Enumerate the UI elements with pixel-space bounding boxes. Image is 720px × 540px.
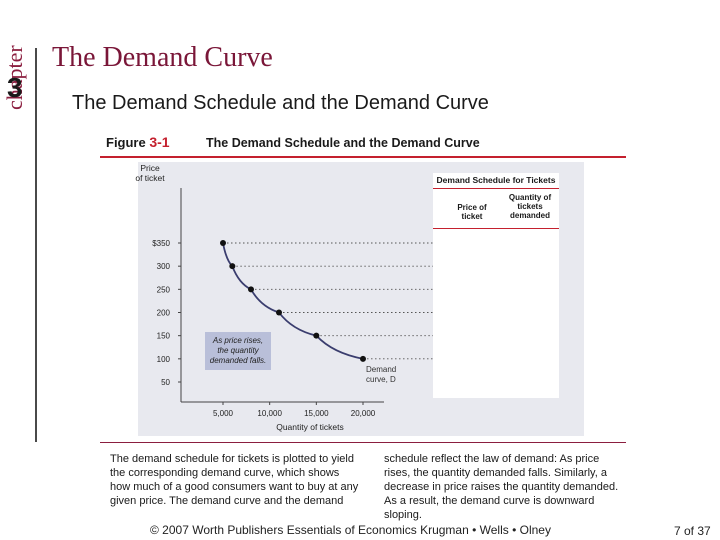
y-tick-label-150: 150 xyxy=(157,332,171,341)
annotation-line-2: demanded falls. xyxy=(210,356,266,365)
y-axis-label-line2: of ticket xyxy=(135,173,165,183)
footer-credit: © 2007 Worth Publishers Essentials of Ec… xyxy=(150,523,551,537)
figure-label: Figure 3-1 xyxy=(106,134,170,150)
y-tick-label-100: 100 xyxy=(157,355,171,364)
curve-label-line2: curve, D xyxy=(366,375,396,384)
data-point-4 xyxy=(313,332,320,339)
chapter-number: 3 xyxy=(7,72,23,103)
page-number: 7 of 37 xyxy=(674,524,711,538)
data-point-3 xyxy=(276,309,282,316)
y-axis-label: Price xyxy=(140,163,160,173)
caption-left: The demand schedule for tickets is plott… xyxy=(110,453,359,507)
x-tick-label-5000: 5,000 xyxy=(213,409,234,418)
demand-schedule-table: Demand Schedule for Tickets Price of tic… xyxy=(433,173,559,398)
schedule-col-quantity: Quantity of tickets demanded xyxy=(508,193,552,220)
figure-number: 3-1 xyxy=(149,134,170,150)
figure-title: The Demand Schedule and the Demand Curve xyxy=(206,136,480,150)
x-axis-label: Quantity of tickets xyxy=(276,422,344,432)
y-tick-label-200: 200 xyxy=(157,309,171,318)
schedule-rule-top xyxy=(433,188,559,189)
data-point-5 xyxy=(360,355,366,362)
schedule-rule-header xyxy=(433,228,559,229)
y-tick-label-50: 50 xyxy=(161,378,170,387)
y-tick-label-300: 300 xyxy=(157,262,171,271)
figure-rule xyxy=(100,156,626,158)
data-point-0 xyxy=(220,240,226,246)
data-point-1 xyxy=(229,263,236,270)
schedule-col-price: Price of ticket xyxy=(457,203,487,221)
data-point-2 xyxy=(248,286,254,293)
annotation-box xyxy=(205,332,271,370)
slide-title: The Demand Curve xyxy=(52,42,273,73)
x-tick-label-15000: 15,000 xyxy=(304,409,329,418)
annotation-line-1: the quantity xyxy=(217,346,259,355)
curve-label: Demand xyxy=(366,365,396,374)
x-tick-label-10000: 10,000 xyxy=(257,409,282,418)
slide-subtitle: The Demand Schedule and the Demand Curve xyxy=(72,92,489,114)
figure-word: Figure xyxy=(106,135,146,150)
divider-line xyxy=(35,48,37,442)
caption-rule xyxy=(100,442,626,443)
caption-right: schedule reflect the law of demand: As p… xyxy=(384,453,619,521)
y-tick-label-250: 250 xyxy=(157,285,171,294)
annotation-line-0: As price rises, xyxy=(212,336,263,345)
schedule-title: Demand Schedule for Tickets xyxy=(436,175,556,185)
x-tick-label-20000: 20,000 xyxy=(351,409,376,418)
y-tick-label-350: $350 xyxy=(152,239,170,248)
figure-panel: Figure 3-1 The Demand Schedule and the D… xyxy=(88,130,626,528)
